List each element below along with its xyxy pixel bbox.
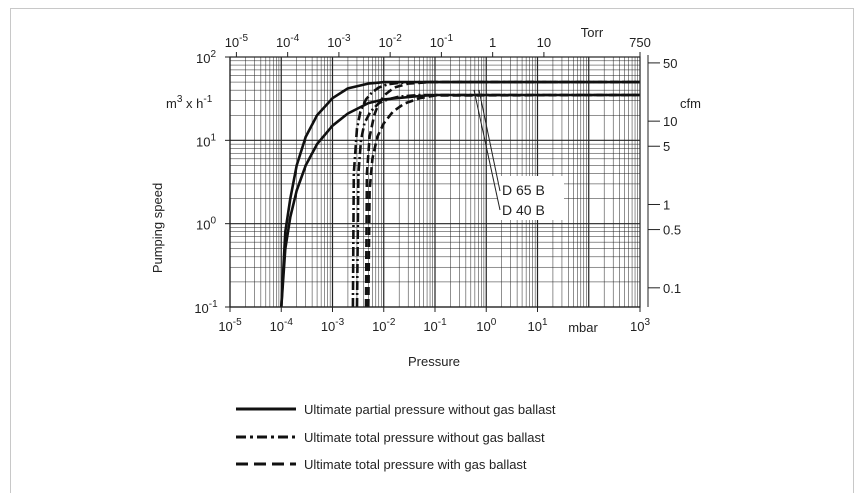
series-solid-0 <box>280 80 640 308</box>
bottom-tick-label-exponent: -4 <box>284 317 293 328</box>
bottom-tick-label-exponent: -2 <box>387 317 396 328</box>
bottom-tick-label-base: 10 <box>527 319 541 334</box>
top-tick-label: 10-1 <box>430 33 454 50</box>
grid-lines <box>229 57 640 308</box>
bottom-tick-label-base: 10 <box>372 319 386 334</box>
series-dashed-4 <box>364 80 640 308</box>
left-tick-label-base: 10 <box>196 51 210 66</box>
top-tick-label: 10 <box>537 35 551 50</box>
left-tick-label-exponent: -1 <box>209 299 218 310</box>
top-tick-label-base: 750 <box>629 35 651 50</box>
bottom-tick-label-exponent: -1 <box>438 317 447 328</box>
right-axis-unit-label: cfm <box>680 96 701 111</box>
annotation-box <box>498 176 564 220</box>
bottom-tick-label: 10-3 <box>321 317 345 334</box>
top-tick-label-base: 10 <box>430 35 444 50</box>
legend-label-solid: Ultimate partial pressure without gas ba… <box>304 402 556 417</box>
bottom-tick-label-base: 10 <box>218 319 232 334</box>
legend: Ultimate partial pressure without gas ba… <box>236 402 556 472</box>
right-tick-label: 0.5 <box>663 223 681 238</box>
left-tick-label: 101 <box>196 132 216 149</box>
top-tick-label-base: 10 <box>537 35 551 50</box>
left-unit-base: m <box>166 96 177 111</box>
bottom-tick-label-base: 10 <box>321 319 335 334</box>
top-axis-unit-label: Torr <box>581 25 604 40</box>
left-tick-label-base: 10 <box>196 218 210 233</box>
top-tick-label-base: 10 <box>327 35 341 50</box>
top-tick-label-exponent: -5 <box>239 33 248 44</box>
left-unit-mid: x h <box>182 96 203 111</box>
bottom-tick-label: 10-2 <box>372 317 396 334</box>
bottom-tick-label-base: 10 <box>270 319 284 334</box>
top-tick-label-base: 1 <box>489 35 496 50</box>
top-tick-label: 750 <box>629 35 651 50</box>
right-tick-label: 1 <box>663 197 670 212</box>
bottom-tick-label: 10-1 <box>423 317 447 334</box>
legend-label-dashdot: Ultimate total pressure without gas ball… <box>304 430 545 445</box>
left-tick-label-base: 10 <box>194 301 208 316</box>
left-unit-exp2: -1 <box>203 94 212 105</box>
bottom-tick-label-base: 10 <box>476 319 490 334</box>
annotation-d65b: D 65 B <box>502 182 545 198</box>
left-tick-label-exponent: 0 <box>210 216 216 227</box>
y-axis-title: Pumping speed <box>150 183 165 273</box>
bottom-tick-label-base: 10 <box>423 319 437 334</box>
top-tick-label: 10-4 <box>276 33 300 50</box>
left-tick-label-exponent: 2 <box>210 49 216 60</box>
annotation-leader-d40b <box>473 89 501 211</box>
x-axis-title: Pressure <box>408 354 460 369</box>
top-tick-label-base: 10 <box>225 35 239 50</box>
left-unit-exp1: 3 <box>177 94 183 105</box>
left-axis-unit-label: m3 x h-1 <box>166 94 213 111</box>
top-tick-label-exponent: -3 <box>342 33 351 44</box>
left-tick-label-base: 10 <box>196 134 210 149</box>
right-tick-label: 5 <box>663 139 670 154</box>
bottom-tick-label-exponent: 1 <box>542 317 548 328</box>
bottom-tick-label-exponent: -3 <box>335 317 344 328</box>
bottom-tick-label-exponent: 0 <box>491 317 497 328</box>
left-tick-label: 102 <box>196 49 216 66</box>
bottom-tick-label-base: 10 <box>630 319 644 334</box>
top-tick-label: 1 <box>489 35 496 50</box>
annotation-d40b: D 40 B <box>502 202 545 218</box>
top-tick-label: 10-2 <box>378 33 402 50</box>
bottom-tick-label: 103 <box>630 317 650 334</box>
left-tick-label-exponent: 1 <box>210 132 216 143</box>
annotation-leader-d65b <box>478 89 501 192</box>
right-tick-label: 0.1 <box>663 281 681 296</box>
top-tick-label: 10-5 <box>225 33 249 50</box>
bottom-tick-label: 10-5 <box>218 317 242 334</box>
series-dashed-5 <box>367 93 641 308</box>
bottom-tick-label: 10-4 <box>270 317 294 334</box>
bottom-tick-label: 100 <box>476 317 496 334</box>
bottom-tick-label-exponent: -5 <box>233 317 242 328</box>
right-tick-label: 10 <box>663 114 677 129</box>
bottom-axis-unit-label: mbar <box>568 320 598 335</box>
top-tick-label-exponent: -1 <box>444 33 453 44</box>
left-tick-label: 10-1 <box>194 299 218 316</box>
top-tick-label-exponent: -4 <box>290 33 299 44</box>
series-dashdot-3 <box>355 93 640 308</box>
bottom-tick-label-exponent: 3 <box>644 317 650 328</box>
top-tick-label-base: 10 <box>276 35 290 50</box>
top-tick-label-base: 10 <box>378 35 392 50</box>
right-tick-label: 50 <box>663 56 677 71</box>
left-tick-label: 100 <box>196 216 216 233</box>
figure-frame <box>10 8 854 493</box>
bottom-tick-label: 101 <box>527 317 547 334</box>
curves <box>280 80 641 308</box>
legend-label-dashed: Ultimate total pressure with gas ballast <box>304 457 527 472</box>
top-tick-label-exponent: -2 <box>393 33 402 44</box>
top-tick-label: 10-3 <box>327 33 351 50</box>
